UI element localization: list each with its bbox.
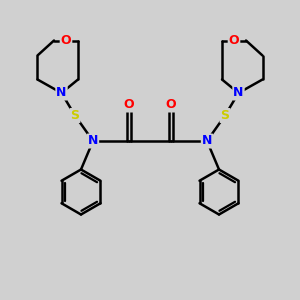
Text: S: S — [220, 109, 230, 122]
Text: N: N — [202, 134, 212, 148]
Text: O: O — [229, 34, 239, 47]
Text: N: N — [88, 134, 98, 148]
Text: O: O — [61, 34, 71, 47]
Text: O: O — [124, 98, 134, 112]
Text: N: N — [56, 86, 67, 100]
Text: N: N — [233, 86, 244, 100]
Text: S: S — [70, 109, 80, 122]
Text: O: O — [166, 98, 176, 112]
